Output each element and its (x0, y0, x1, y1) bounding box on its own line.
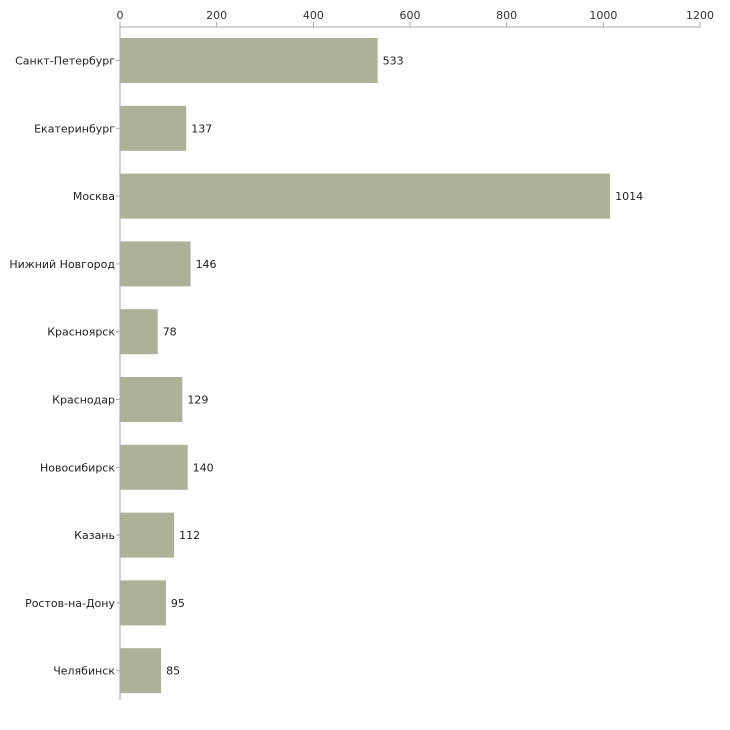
value-label: 140 (193, 461, 214, 474)
bar (120, 648, 162, 694)
x-tick-label: 1000 (589, 9, 617, 22)
value-label: 95 (171, 597, 185, 610)
value-label: 85 (166, 665, 180, 678)
x-tick-label: 0 (117, 9, 124, 22)
category-label: Новосибирск (40, 461, 115, 474)
category-label: Краснодар (52, 394, 115, 407)
value-label: 533 (383, 55, 404, 68)
bar (120, 512, 175, 558)
value-label: 146 (196, 258, 217, 271)
bar (120, 309, 158, 355)
category-label: Челябинск (53, 665, 115, 678)
value-labels: 533 137 1014 146 78 129 140 112 95 85 (163, 55, 643, 678)
value-label: 78 (163, 326, 177, 339)
x-axis-ticks: 0 200 400 600 800 1000 1200 (117, 9, 714, 27)
bar (120, 105, 187, 151)
x-tick-label: 400 (303, 9, 324, 22)
category-labels: Санкт-Петербург Екатеринбург Москва Нижний … (9, 55, 120, 678)
bar (120, 38, 378, 83)
category-label: Ростов-на-Дону (25, 597, 115, 610)
category-label: Нижний Новгород (9, 258, 115, 271)
value-label: 1014 (615, 190, 643, 203)
category-label: Екатеринбург (34, 122, 115, 135)
category-label: Казань (74, 529, 115, 542)
category-label: Санкт-Петербург (15, 55, 115, 68)
category-label: Красноярск (47, 326, 115, 339)
x-tick-label: 600 (400, 9, 421, 22)
bar (120, 173, 611, 219)
bar (120, 444, 188, 490)
bar (120, 241, 191, 287)
value-label: 112 (179, 529, 200, 542)
bar (120, 580, 166, 626)
value-label: 129 (187, 394, 208, 407)
category-label: Москва (73, 190, 115, 203)
bar (120, 377, 183, 422)
x-tick-label: 1200 (686, 9, 714, 22)
x-tick-label: 200 (206, 9, 227, 22)
x-tick-label: 800 (496, 9, 517, 22)
bars-layer (120, 38, 611, 694)
value-label: 137 (191, 122, 212, 135)
